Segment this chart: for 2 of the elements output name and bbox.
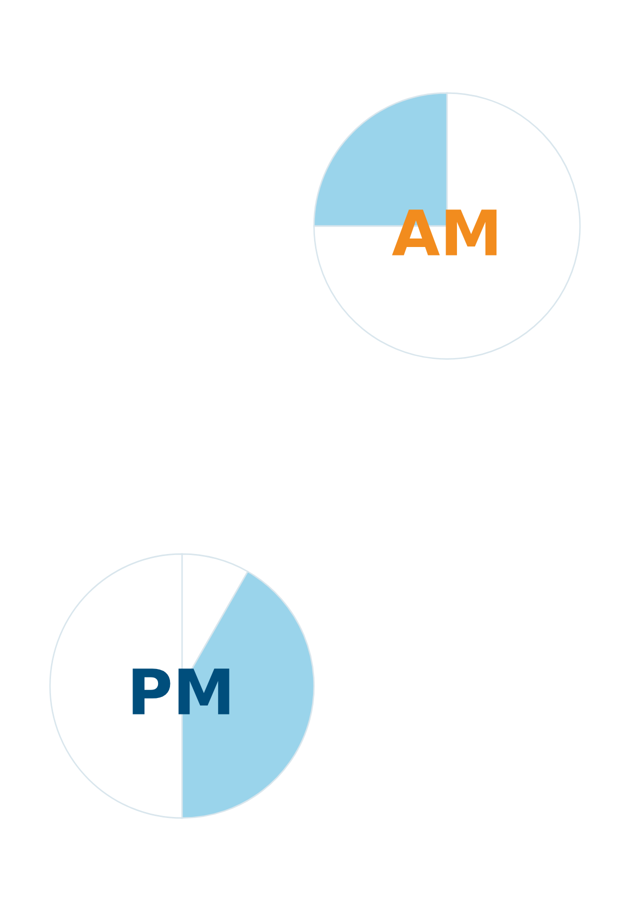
text: AM	[392, 210, 497, 256]
text: PM	[132, 668, 230, 714]
